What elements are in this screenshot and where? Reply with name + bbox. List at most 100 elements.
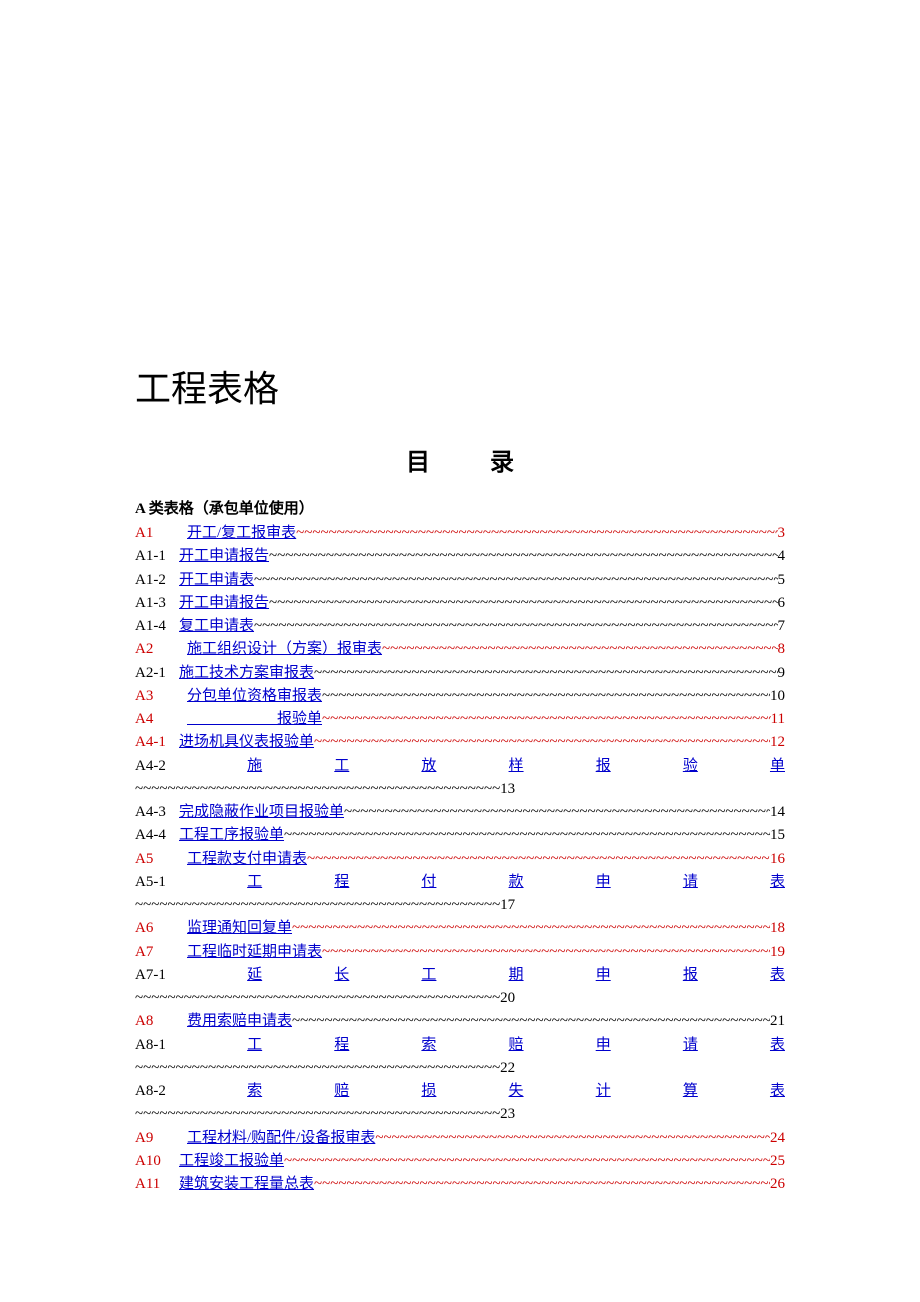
toc-link-char[interactable]: 申 xyxy=(596,871,611,894)
leader-dots: ~~~~~~~~~~~~~~~~~~~~~~~~~~~~~~~~~~~~~~~~… xyxy=(296,522,777,545)
toc-entry: A10 工程竣工报验单~~~~~~~~~~~~~~~~~~~~~~~~~~~~~… xyxy=(135,1150,785,1173)
toc-link[interactable]: 工程竣工报验单 xyxy=(179,1150,284,1173)
entry-code: A3 xyxy=(135,685,183,708)
toc-link-char[interactable]: 赔 xyxy=(509,1034,524,1057)
toc-link-char[interactable]: 计 xyxy=(596,1080,611,1103)
toc-link[interactable]: 开工申请表 xyxy=(179,569,254,592)
toc-entry: A5 工程款支付申请表~~~~~~~~~~~~~~~~~~~~~~~~~~~~~… xyxy=(135,848,785,871)
toc-link[interactable]: 进场机具仪表报验单 xyxy=(179,731,314,754)
toc-link-char[interactable]: 工 xyxy=(421,964,436,987)
toc-wrap-line1: A8-2索赔损失计算表 xyxy=(135,1080,785,1103)
toc-link-char[interactable]: 损 xyxy=(421,1080,436,1103)
entry-code: A7 xyxy=(135,941,183,964)
toc-link[interactable]: 完成隐蔽作业项目报验单 xyxy=(179,801,344,824)
toc-link-char[interactable]: 申 xyxy=(596,964,611,987)
toc-link[interactable]: 工程材料/购配件/设备报审表 xyxy=(187,1127,375,1150)
toc-link-char[interactable]: 程 xyxy=(334,1034,349,1057)
leader-dots: ~~~~~~~~~~~~~~~~~~~~~~~~~~~~~~~~~~~~~~~~… xyxy=(314,1173,770,1196)
toc-link-char[interactable]: 失 xyxy=(509,1080,524,1103)
toc-wrap-line1: A7-1延长工期申报表 xyxy=(135,964,785,987)
page-number: 9 xyxy=(778,662,786,685)
toc-entry-wrapped: A5-1 工 程 付 款 申 请 表~~~~~~~~~~~~~~~~~~~~~~~~~~~~~… xyxy=(135,871,785,918)
entry-code: A4 xyxy=(135,708,183,731)
entry-code: A1-1 xyxy=(135,545,175,568)
toc-link-char[interactable]: 表 xyxy=(770,871,785,894)
entry-code: A5-1 xyxy=(135,871,175,894)
toc-link-char[interactable]: 样 xyxy=(509,755,524,778)
toc-link[interactable]: 费用索赔申请表 xyxy=(187,1010,292,1033)
toc-entry: A7 工程临时延期申请表~~~~~~~~~~~~~~~~~~~~~~~~~~~~… xyxy=(135,941,785,964)
toc-link-char[interactable]: 表 xyxy=(770,964,785,987)
toc-link-char[interactable]: 付 xyxy=(421,871,436,894)
toc-link[interactable]: 施工组织设计（方案）报审表 xyxy=(187,638,382,661)
page-number: 26 xyxy=(770,1173,785,1196)
toc-link-char[interactable]: 表 xyxy=(770,1034,785,1057)
toc-link-char[interactable]: 赔 xyxy=(334,1080,349,1103)
leader-dots: ~~~~~~~~~~~~~~~~~~~~~~~~~~~~~~~~~~~~~~~~… xyxy=(322,708,771,731)
toc-entry-wrapped: A7-1延长工期申报表~~~~~~~~~~~~~~~~~~~~~~~~~~~~~… xyxy=(135,964,785,1011)
toc-wrap-line2: ~~~~~~~~~~~~~~~~~~~~~~~~~~~~~~~~~~~~~~~~… xyxy=(135,778,785,801)
entry-code: A1-3 xyxy=(135,592,175,615)
toc-link-char[interactable]: 报 xyxy=(683,964,698,987)
toc-wrap-line2: ~~~~~~~~~~~~~~~~~~~~~~~~~~~~~~~~~~~~~~~~… xyxy=(135,894,785,917)
toc-link[interactable]: 分包单位资格审报表 xyxy=(187,685,322,708)
toc-link-char[interactable]: 工 xyxy=(334,755,349,778)
toc-link-char[interactable]: 索 xyxy=(421,1034,436,1057)
toc-link-char[interactable]: 申 xyxy=(596,1034,611,1057)
toc-link[interactable]: 工程临时延期申请表 xyxy=(187,941,322,964)
toc-link[interactable]: 报验单 xyxy=(187,708,322,731)
toc-link-char[interactable]: 报 xyxy=(596,755,611,778)
toc-link-char[interactable]: 验 xyxy=(683,755,698,778)
toc-entry: A1-2 开工申请表~~~~~~~~~~~~~~~~~~~~~~~~~~~~~~… xyxy=(135,569,785,592)
toc-wrap-line1: A4-2 施 工 放 样 报 验 单 xyxy=(135,755,785,778)
page-number: 16 xyxy=(770,848,785,871)
toc-entry: A2 施工组织设计（方案）报审表~~~~~~~~~~~~~~~~~~~~~~~~… xyxy=(135,638,785,661)
page-number: 3 xyxy=(778,522,786,545)
page-number: 25 xyxy=(770,1150,785,1173)
toc-heading: 目录 xyxy=(135,442,785,477)
toc-link-char[interactable]: 索 xyxy=(247,1080,262,1103)
toc-wrap-line1: A8-1 工 程 索 赔 申 请 表 xyxy=(135,1034,785,1057)
leader-dots: ~~~~~~~~~~~~~~~~~~~~~~~~~~~~~~~~~~~~~~~~… xyxy=(292,917,770,940)
toc-link-char[interactable]: 施 xyxy=(247,755,262,778)
toc-entry: A3 分包单位资格审报表~~~~~~~~~~~~~~~~~~~~~~~~~~~~… xyxy=(135,685,785,708)
toc-link-char[interactable]: 表 xyxy=(770,1080,785,1103)
toc-link[interactable]: 开工申请报告 xyxy=(179,592,269,615)
toc-entry: A4-3 完成隐蔽作业项目报验单~~~~~~~~~~~~~~~~~~~~~~~~… xyxy=(135,801,785,824)
page-number: 21 xyxy=(770,1010,785,1033)
toc-link-char[interactable]: 放 xyxy=(421,755,436,778)
page-number: 12 xyxy=(770,731,785,754)
entry-code: A5 xyxy=(135,848,183,871)
toc-link[interactable]: 复工申请表 xyxy=(179,615,254,638)
page-number: 24 xyxy=(770,1127,785,1150)
toc-link[interactable]: 开工/复工报审表 xyxy=(187,522,296,545)
toc-link[interactable]: 工程款支付申请表 xyxy=(187,848,307,871)
toc-entry: A6 监理通知回复单 ~~~~~~~~~~~~~~~~~~~~~~~~~~~~~… xyxy=(135,917,785,940)
leader-dots: ~~~~~~~~~~~~~~~~~~~~~~~~~~~~~~~~~~~~~~~~… xyxy=(382,638,777,661)
leader-dots: ~~~~~~~~~~~~~~~~~~~~~~~~~~~~~~~~~~~~~~~~… xyxy=(375,1127,770,1150)
toc-link[interactable]: 施工技术方案审报表 xyxy=(179,662,314,685)
toc-link-char[interactable]: 请 xyxy=(683,1034,698,1057)
toc-link-char[interactable]: 单 xyxy=(770,755,785,778)
toc-link-char[interactable]: 长 xyxy=(334,964,349,987)
toc-link-char[interactable]: 算 xyxy=(683,1080,698,1103)
toc-link-char[interactable]: 期 xyxy=(509,964,524,987)
toc-link-char[interactable]: 工 xyxy=(247,871,262,894)
toc-link-char[interactable]: 工 xyxy=(247,1034,262,1057)
toc-link[interactable]: 建筑安装工程量总表 xyxy=(179,1173,314,1196)
toc-link-char[interactable]: 款 xyxy=(509,871,524,894)
entry-code: A8-1 xyxy=(135,1034,175,1057)
toc-link[interactable]: 监理通知回复单 xyxy=(187,917,292,940)
entry-code: A2 xyxy=(135,638,183,661)
leader-dots: ~~~~~~~~~~~~~~~~~~~~~~~~~~~~~~~~~~~~~~~~… xyxy=(269,545,777,568)
toc-link-char[interactable]: 延 xyxy=(247,964,262,987)
leader-dots: ~~~~~~~~~~~~~~~~~~~~~~~~~~~~~~~~~~~~~~~~… xyxy=(314,731,770,754)
leader-dots: ~~~~~~~~~~~~~~~~~~~~~~~~~~~~~~~~~~~~~~~~… xyxy=(254,615,777,638)
toc-link[interactable]: 开工申请报告 xyxy=(179,545,269,568)
leader-dots: ~~~~~~~~~~~~~~~~~~~~~~~~~~~~~~~~~~~~~~~~… xyxy=(307,848,770,871)
toc-link-char[interactable]: 程 xyxy=(334,871,349,894)
entry-code: A4-2 xyxy=(135,755,175,778)
toc-link-char[interactable]: 请 xyxy=(683,871,698,894)
toc-link[interactable]: 工程工序报验单 xyxy=(179,824,284,847)
toc-entry: A4 报验单~~~~~~~~~~~~~~~~~~~~~~~~~~~~~~~~~~… xyxy=(135,708,785,731)
